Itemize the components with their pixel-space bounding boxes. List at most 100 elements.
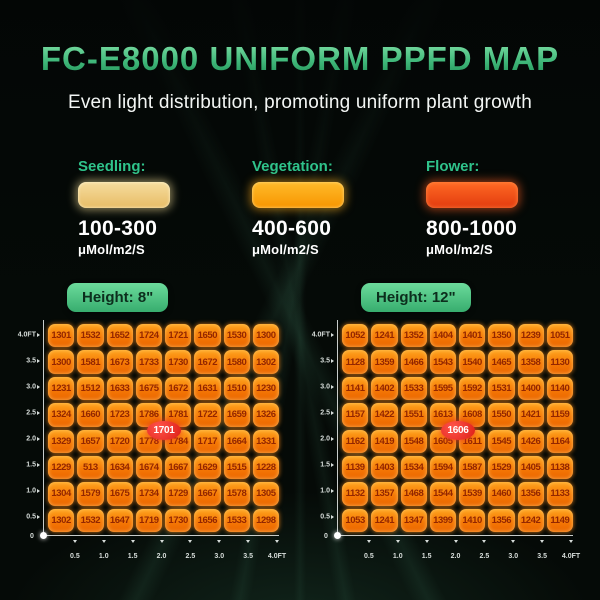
legend-range: 400-600 xyxy=(252,217,332,240)
y-axis-tick-label: 3.0 xyxy=(26,383,36,391)
y-axis-tick-label: 1.0 xyxy=(320,487,330,495)
x-axis-tick xyxy=(569,540,573,543)
y-axis-tick-label: 4.0FT xyxy=(17,331,36,339)
ppfd-cell: 1543 xyxy=(429,350,456,374)
x-axis-tick xyxy=(424,540,429,543)
ppfd-cell: 1581 xyxy=(77,350,104,374)
x-axis-tick xyxy=(366,540,371,543)
x-axis-tick-label: 2.5 xyxy=(185,553,196,560)
ppfd-cell: 1230 xyxy=(252,376,279,401)
x-axis-tick xyxy=(246,540,251,543)
y-axis-tick xyxy=(331,411,334,415)
origin-dot xyxy=(40,532,47,539)
y-axis-tick-label: 2.0 xyxy=(320,435,330,443)
ppfd-cell: 1647 xyxy=(106,508,133,532)
ppfd-cell: 1465 xyxy=(488,350,515,374)
ppfd-cell: 1544 xyxy=(429,482,456,506)
page-title: FC-E8000 UNIFORM PPFD MAP xyxy=(0,40,600,78)
x-axis-tick-label: 3.0 xyxy=(508,553,519,560)
ppfd-cell: 1402 xyxy=(371,376,398,401)
x-axis-tick xyxy=(130,540,135,543)
ppfd-cell: 1515 xyxy=(223,455,250,480)
y-axis-tick-label: 0.5 xyxy=(320,513,330,521)
ppfd-cell: 1329 xyxy=(48,429,75,453)
ppfd-cell: 1719 xyxy=(135,508,162,532)
page-subtitle: Even light distribution, promoting unifo… xyxy=(67,92,533,113)
ppfd-cell: 1539 xyxy=(459,482,486,506)
ppfd-cell: 1667 xyxy=(165,455,192,480)
y-axis-tick-label: 0.5 xyxy=(26,513,36,521)
y-axis-tick-label: 1.5 xyxy=(320,461,330,469)
ppfd-cell: 1399 xyxy=(429,508,456,532)
ppfd-cell: 513 xyxy=(77,455,104,480)
ppfd-cell: 1729 xyxy=(165,482,192,506)
peak-value-badge: 1606 xyxy=(441,421,475,440)
ppfd-cell: 1352 xyxy=(400,324,427,348)
x-axis-tick-label: 0.5 xyxy=(364,553,374,560)
x-axis-line xyxy=(43,535,279,536)
ppfd-cell: 1052 xyxy=(342,324,369,348)
ppfd-cell: 1724 xyxy=(135,324,162,348)
ppfd-cell: 1324 xyxy=(48,403,75,427)
legend-range: 100-300 xyxy=(78,217,158,240)
y-axis-tick xyxy=(37,437,40,441)
ppfd-cell: 1410 xyxy=(459,508,486,532)
y-axis-tick xyxy=(331,437,334,441)
ppfd-cell: 1730 xyxy=(165,508,192,532)
ppfd-cell: 1730 xyxy=(165,350,192,374)
ppfd-cell: 1302 xyxy=(48,508,75,532)
y-axis-tick xyxy=(37,489,40,493)
ppfd-cell: 1162 xyxy=(342,429,369,453)
x-axis-tick xyxy=(188,540,193,543)
ppfd-cell: 1529 xyxy=(488,455,515,480)
ppfd-cell: 1356 xyxy=(517,482,544,506)
ppfd-cell: 1419 xyxy=(371,429,398,453)
ppfd-chart-height-12in: Height: 12" 0 1052 1241 1352 1404 1401 1350 12… xyxy=(312,283,581,562)
ppfd-cell: 1545 xyxy=(488,429,515,453)
height-badge: Height: 12" xyxy=(361,283,471,312)
x-axis-tick xyxy=(482,540,487,543)
ppfd-cell: 1675 xyxy=(135,376,162,401)
y-axis-tick-label: 2.5 xyxy=(26,409,36,417)
ppfd-cell: 1512 xyxy=(77,376,104,401)
ppfd-cell: 1720 xyxy=(106,429,133,453)
ppfd-cell: 1540 xyxy=(459,350,486,374)
ppfd-cell: 1664 xyxy=(223,429,250,453)
x-axis-tick xyxy=(72,540,77,543)
ppfd-cell: 1350 xyxy=(488,324,515,348)
y-axis-tick xyxy=(331,333,334,337)
peak-value-badge: 1701 xyxy=(147,421,181,440)
ppfd-cell: 1138 xyxy=(546,455,573,480)
ppfd-cell: 1141 xyxy=(342,376,369,401)
ppfd-cell: 1401 xyxy=(459,324,486,348)
y-axis-tick-label: 2.5 xyxy=(320,409,330,417)
y-axis-tick xyxy=(331,359,334,363)
legend-label: Vegetation: xyxy=(252,158,333,175)
ppfd-cell: 1613 xyxy=(429,403,456,427)
y-axis-tick xyxy=(37,515,40,519)
ppfd-cell: 1400 xyxy=(517,376,544,401)
ppfd-cell: 1673 xyxy=(106,350,133,374)
origin-label: 0 xyxy=(30,533,34,540)
x-axis-tick xyxy=(159,540,164,543)
ppfd-cell: 1466 xyxy=(400,350,427,374)
ppfd-cell: 1140 xyxy=(546,376,573,401)
legend-unit: μMol/m2/S xyxy=(426,242,493,257)
ppfd-cell: 1734 xyxy=(135,482,162,506)
ppfd-cell: 1723 xyxy=(106,403,133,427)
ppfd-cell: 1229 xyxy=(48,455,75,480)
x-axis-tick-label: 1.5 xyxy=(421,553,432,560)
x-axis-tick-label: 2.0 xyxy=(156,553,167,560)
ppfd-cell: 1534 xyxy=(400,455,427,480)
legend-label: Seedling: xyxy=(78,158,146,175)
ppfd-cell: 1551 xyxy=(400,403,427,427)
ppfd-cell: 1672 xyxy=(165,376,192,401)
height-badge: Height: 8" xyxy=(67,283,169,312)
ppfd-cell: 1358 xyxy=(517,350,544,374)
ppfd-cell: 1133 xyxy=(546,482,573,506)
x-axis-tick-label: 1.0 xyxy=(98,553,109,560)
ppfd-cell: 1660 xyxy=(77,403,104,427)
ppfd-cell: 1631 xyxy=(194,376,221,401)
ppfd-cell: 1587 xyxy=(459,455,486,480)
y-axis-tick xyxy=(37,411,40,415)
